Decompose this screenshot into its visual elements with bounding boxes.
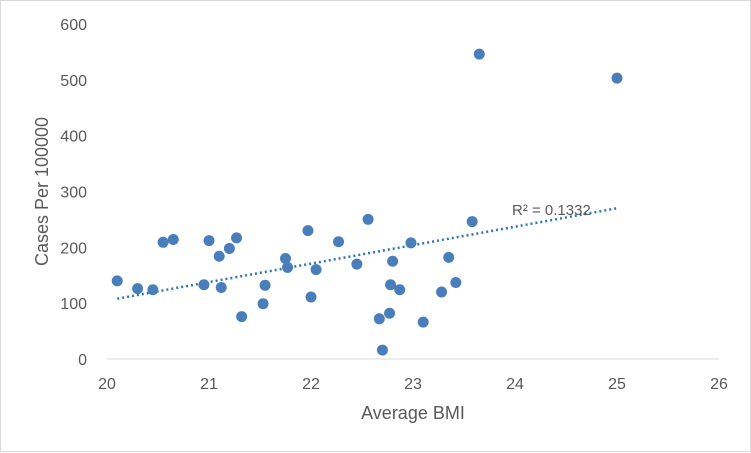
x-tick-label: 23 — [404, 376, 422, 393]
y-tick-label: 400 — [60, 129, 87, 146]
y-axis-ticks: 0 100 200 300 400 500 600 — [60, 17, 87, 369]
data-point — [215, 282, 227, 294]
y-tick-label: 100 — [60, 296, 87, 313]
data-point — [436, 286, 448, 298]
x-tick-label: 25 — [608, 376, 626, 393]
data-point — [213, 250, 225, 262]
x-tick-label: 21 — [200, 376, 218, 393]
y-tick-label: 600 — [60, 17, 87, 34]
x-tick-label: 22 — [302, 376, 320, 393]
data-point — [611, 72, 623, 84]
data-point — [302, 225, 314, 237]
y-tick-label: 0 — [78, 352, 87, 369]
data-point — [257, 298, 269, 310]
data-point — [310, 264, 322, 276]
data-point — [231, 232, 243, 244]
data-point — [384, 307, 396, 319]
x-axis-ticks: 20 21 22 23 24 25 26 — [98, 376, 728, 393]
data-point — [450, 277, 462, 289]
x-tick-label: 24 — [506, 376, 524, 393]
y-axis-title: Cases Per 100000 — [32, 117, 52, 266]
data-point — [373, 313, 385, 325]
data-point — [157, 236, 169, 248]
data-point — [466, 216, 478, 228]
data-point — [223, 242, 235, 254]
data-point — [351, 258, 363, 270]
data-point — [333, 236, 345, 248]
data-point — [259, 279, 271, 291]
data-point — [394, 284, 406, 296]
y-tick-label: 500 — [60, 73, 87, 90]
r-squared-label: R² = 0.1332 — [512, 202, 591, 219]
y-tick-label: 200 — [60, 240, 87, 257]
data-point — [147, 284, 159, 296]
data-point — [443, 251, 455, 263]
data-point — [132, 283, 144, 295]
data-point — [473, 48, 485, 60]
data-point — [111, 275, 123, 287]
x-tick-label: 20 — [98, 376, 116, 393]
data-point — [387, 255, 399, 267]
data-point — [282, 261, 294, 273]
data-point — [203, 235, 215, 247]
data-point — [405, 237, 417, 249]
x-tick-label: 26 — [710, 376, 728, 393]
data-point — [417, 316, 429, 328]
data-point — [305, 291, 317, 303]
data-points — [111, 48, 623, 356]
data-point — [236, 311, 248, 323]
y-tick-label: 300 — [60, 185, 87, 202]
data-point — [280, 253, 291, 264]
data-point — [198, 279, 210, 291]
data-point — [385, 279, 397, 291]
data-point — [362, 213, 374, 225]
data-point — [376, 344, 388, 356]
x-axis-title: Average BMI — [361, 403, 465, 423]
data-point — [167, 234, 179, 246]
